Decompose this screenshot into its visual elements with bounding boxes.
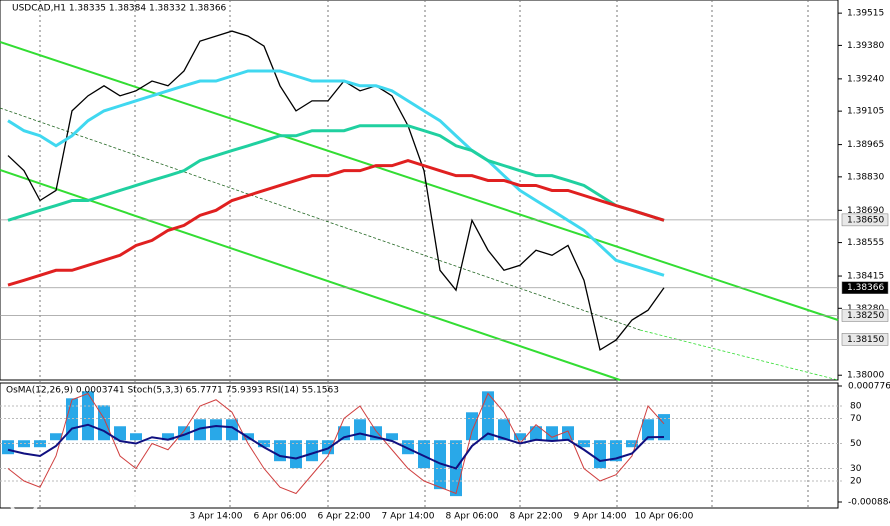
level-label: 1.38366 [847, 283, 884, 293]
x-tick-label: 3 Apr 14:00 [190, 512, 243, 522]
line-slow [7, 159, 665, 287]
x-tick-label: 6 Apr 06:00 [254, 512, 307, 522]
logo-tagline: Instant Forex Trading [44, 512, 149, 523]
y-tick-label: 1.38690 [847, 206, 884, 216]
plot: 3 Apr 14:00 6 Apr 06:00 6 Apr 22:00 7 Apr 1… [0, 9, 890, 522]
osma-bar [418, 440, 430, 469]
y2-tick-label: -0.000884 [848, 498, 890, 508]
level-box [841, 213, 889, 227]
osma-bar [178, 426, 190, 441]
line-fast [7, 69, 665, 277]
level-box [841, 309, 889, 322]
y-tick-label: 1.38000 [847, 371, 884, 381]
osma-bar [466, 412, 478, 441]
osma-bar [562, 426, 574, 441]
osma-bar [162, 433, 174, 441]
osma-bar [194, 419, 206, 441]
osma-bar [98, 405, 110, 441]
osma-bar [354, 419, 366, 441]
y-tick-label: 70 [850, 414, 862, 424]
y-tick-label: 30 [850, 464, 862, 474]
y-tick-label: 1.39515 [847, 9, 884, 19]
level-label: 1.38150 [847, 335, 884, 345]
osma-bar [594, 440, 606, 469]
osma-bar [386, 433, 398, 441]
y-tick-label: 1.38415 [847, 272, 884, 282]
osma-bar [82, 391, 94, 441]
y-tick-label: 1.38280 [847, 304, 884, 314]
price-panel [0, 0, 839, 381]
x-tick-label: 6 Apr 22:00 [318, 512, 371, 522]
y-tick-label: 1.38830 [847, 172, 884, 182]
osma-bar [290, 440, 302, 469]
osma-bar [130, 433, 142, 441]
level-box [841, 281, 889, 294]
logo: instaforex Instant Forex Trading [8, 484, 170, 523]
level-box [841, 333, 889, 346]
y-tick-label: 1.38555 [847, 238, 884, 248]
osma-bar [146, 440, 158, 441]
line-close [7, 30, 665, 351]
osma-bar [114, 426, 126, 441]
osma-bar [514, 433, 526, 441]
osma-bar [642, 419, 654, 441]
osma-bar [610, 440, 622, 462]
osma-bar [434, 440, 446, 490]
line-Stoch [7, 392, 665, 495]
level-label: 1.38650 [847, 215, 884, 225]
osma-bar [226, 419, 238, 441]
y2-tick-label: 0.0007762 [848, 382, 890, 392]
x-tick-label: 8 Apr 22:00 [510, 512, 563, 522]
y-tick-label: 1.38965 [847, 140, 884, 150]
logo-name: instaforex [44, 485, 170, 510]
x-tick-label: 7 Apr 14:00 [382, 512, 435, 522]
x-tick-label: 10 Apr 06:00 [635, 512, 694, 522]
x-tick-label: 9 Apr 14:00 [574, 512, 627, 522]
level-label: 1.38250 [847, 311, 884, 321]
osma-bar [210, 419, 222, 441]
y-tick-label: 1.39380 [847, 41, 884, 51]
y-tick-label: 80 [850, 402, 862, 412]
indicator-title: OsMA(12,26,9) 0.0003741 Stoch(5,3,3) 65.… [6, 386, 339, 396]
x-tick-label: 8 Apr 06:00 [446, 512, 499, 522]
line-RSI [7, 423, 665, 470]
osma-bar [546, 426, 558, 441]
y-tick-label: 1.39240 [847, 74, 884, 84]
osma-bar [482, 391, 494, 441]
osma-bar [2, 440, 14, 455]
y-tick-label: 20 [850, 477, 862, 487]
y-tick-label: 1.39105 [847, 107, 884, 117]
osma-bar [50, 433, 62, 441]
y-tick-label: 50 [850, 439, 862, 449]
osma-bar [306, 440, 318, 462]
osma-bar [498, 419, 510, 441]
osma-bar [530, 426, 542, 441]
chart-title: USDCAD,H1 1.38335 1.38384 1.38332 1.3836… [12, 4, 227, 14]
line-medium [7, 124, 665, 222]
